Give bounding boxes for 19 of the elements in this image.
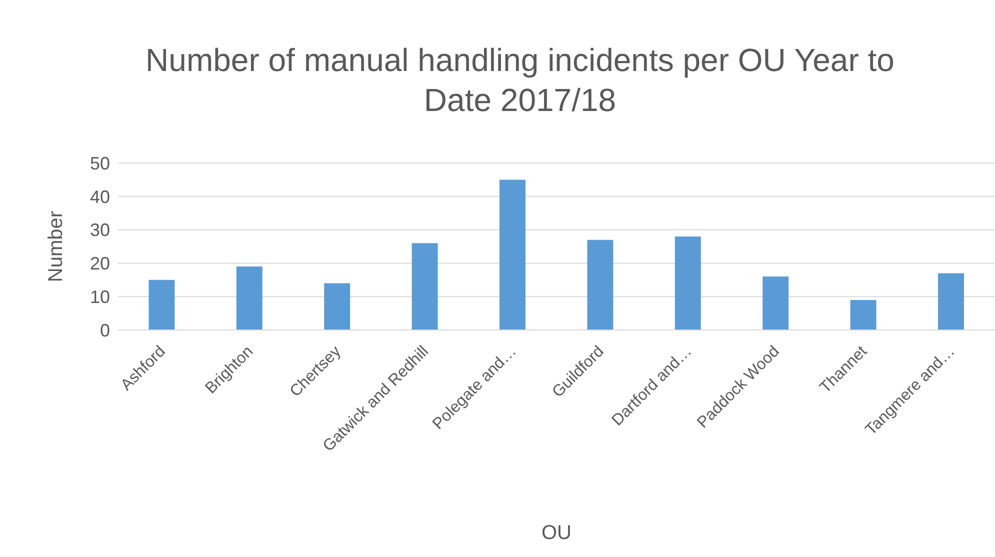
bar <box>499 180 526 330</box>
bar <box>236 266 262 330</box>
bar <box>412 243 438 330</box>
bar <box>587 240 614 330</box>
bar <box>938 273 964 330</box>
bar <box>850 300 876 330</box>
bar <box>762 276 789 330</box>
chart-title: Number of manual handling incidents per OU Year to Date 2017/18 <box>144 41 896 120</box>
bar <box>148 280 175 330</box>
x-axis-title: OU <box>542 522 572 544</box>
bar <box>674 236 701 330</box>
y-tick-label: 40 <box>90 186 110 207</box>
y-tick-label: 0 <box>100 320 110 340</box>
y-axis-title: Number <box>45 210 68 282</box>
y-tick-label: 10 <box>90 286 110 307</box>
bar <box>324 283 350 330</box>
y-tick-label: 20 <box>90 254 110 274</box>
y-tick-label: 30 <box>90 220 110 240</box>
y-tick-label: 50 <box>90 153 110 174</box>
